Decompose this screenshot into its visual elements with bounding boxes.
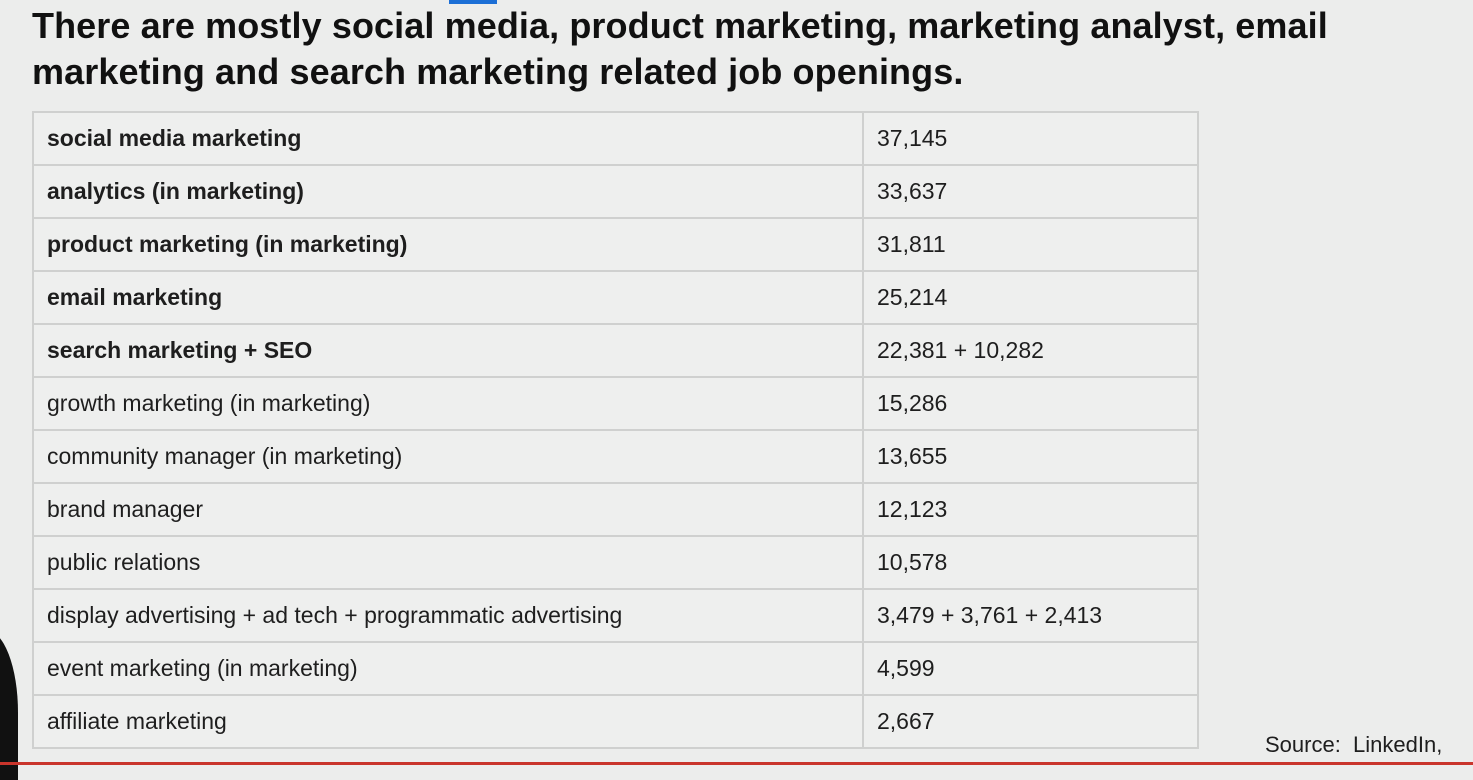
job-count-cell: 2,667 bbox=[862, 694, 1199, 749]
job-category-cell: search marketing + SEO bbox=[32, 323, 864, 378]
table-row: product marketing (in marketing) 31,811 bbox=[32, 217, 1199, 272]
job-count-cell: 15,286 bbox=[862, 376, 1199, 431]
table-row: affiliate marketing 2,667 bbox=[32, 694, 1199, 749]
job-category-cell: community manager (in marketing) bbox=[32, 429, 864, 484]
job-category-cell: analytics (in marketing) bbox=[32, 164, 864, 219]
job-category-cell: growth marketing (in marketing) bbox=[32, 376, 864, 431]
job-count-cell: 22,381 + 10,282 bbox=[862, 323, 1199, 378]
bottom-edge-line bbox=[0, 762, 1473, 765]
table-row: brand manager 12,123 bbox=[32, 482, 1199, 537]
table-row: display advertising + ad tech + programm… bbox=[32, 588, 1199, 643]
table-row: email marketing 25,214 bbox=[32, 270, 1199, 325]
job-category-cell: email marketing bbox=[32, 270, 864, 325]
job-count-cell: 4,599 bbox=[862, 641, 1199, 696]
job-category-cell: event marketing (in marketing) bbox=[32, 641, 864, 696]
job-count-cell: 12,123 bbox=[862, 482, 1199, 537]
table-row: search marketing + SEO 22,381 + 10,282 bbox=[32, 323, 1199, 378]
table-row: community manager (in marketing) 13,655 bbox=[32, 429, 1199, 484]
source-note: Source: LinkedIn, bbox=[1265, 732, 1443, 757]
table-row: growth marketing (in marketing) 15,286 bbox=[32, 376, 1199, 431]
table-row: public relations 10,578 bbox=[32, 535, 1199, 590]
job-count-cell: 37,145 bbox=[862, 111, 1199, 166]
table-row: social media marketing 37,145 bbox=[32, 111, 1199, 166]
job-category-cell: affiliate marketing bbox=[32, 694, 864, 749]
job-category-cell: public relations bbox=[32, 535, 864, 590]
presenter-silhouette bbox=[0, 630, 18, 780]
job-category-cell: social media marketing bbox=[32, 111, 864, 166]
job-category-cell: display advertising + ad tech + programm… bbox=[32, 588, 864, 643]
table-row: event marketing (in marketing) 4,599 bbox=[32, 641, 1199, 696]
slide-title: There are mostly social media, product m… bbox=[32, 5, 1328, 92]
job-count-cell: 33,637 bbox=[862, 164, 1199, 219]
job-openings-table: social media marketing 37,145 analytics (i… bbox=[32, 111, 1199, 749]
job-count-cell: 3,479 + 3,761 + 2,413 bbox=[862, 588, 1199, 643]
job-count-cell: 31,811 bbox=[862, 217, 1199, 272]
top-accent-bar bbox=[449, 0, 497, 4]
job-count-cell: 13,655 bbox=[862, 429, 1199, 484]
job-count-cell: 10,578 bbox=[862, 535, 1199, 590]
job-count-cell: 25,214 bbox=[862, 270, 1199, 325]
job-category-cell: brand manager bbox=[32, 482, 864, 537]
job-category-cell: product marketing (in marketing) bbox=[32, 217, 864, 272]
table-row: analytics (in marketing) 33,637 bbox=[32, 164, 1199, 219]
table-body: social media marketing 37,145 analytics (i… bbox=[32, 111, 1199, 749]
